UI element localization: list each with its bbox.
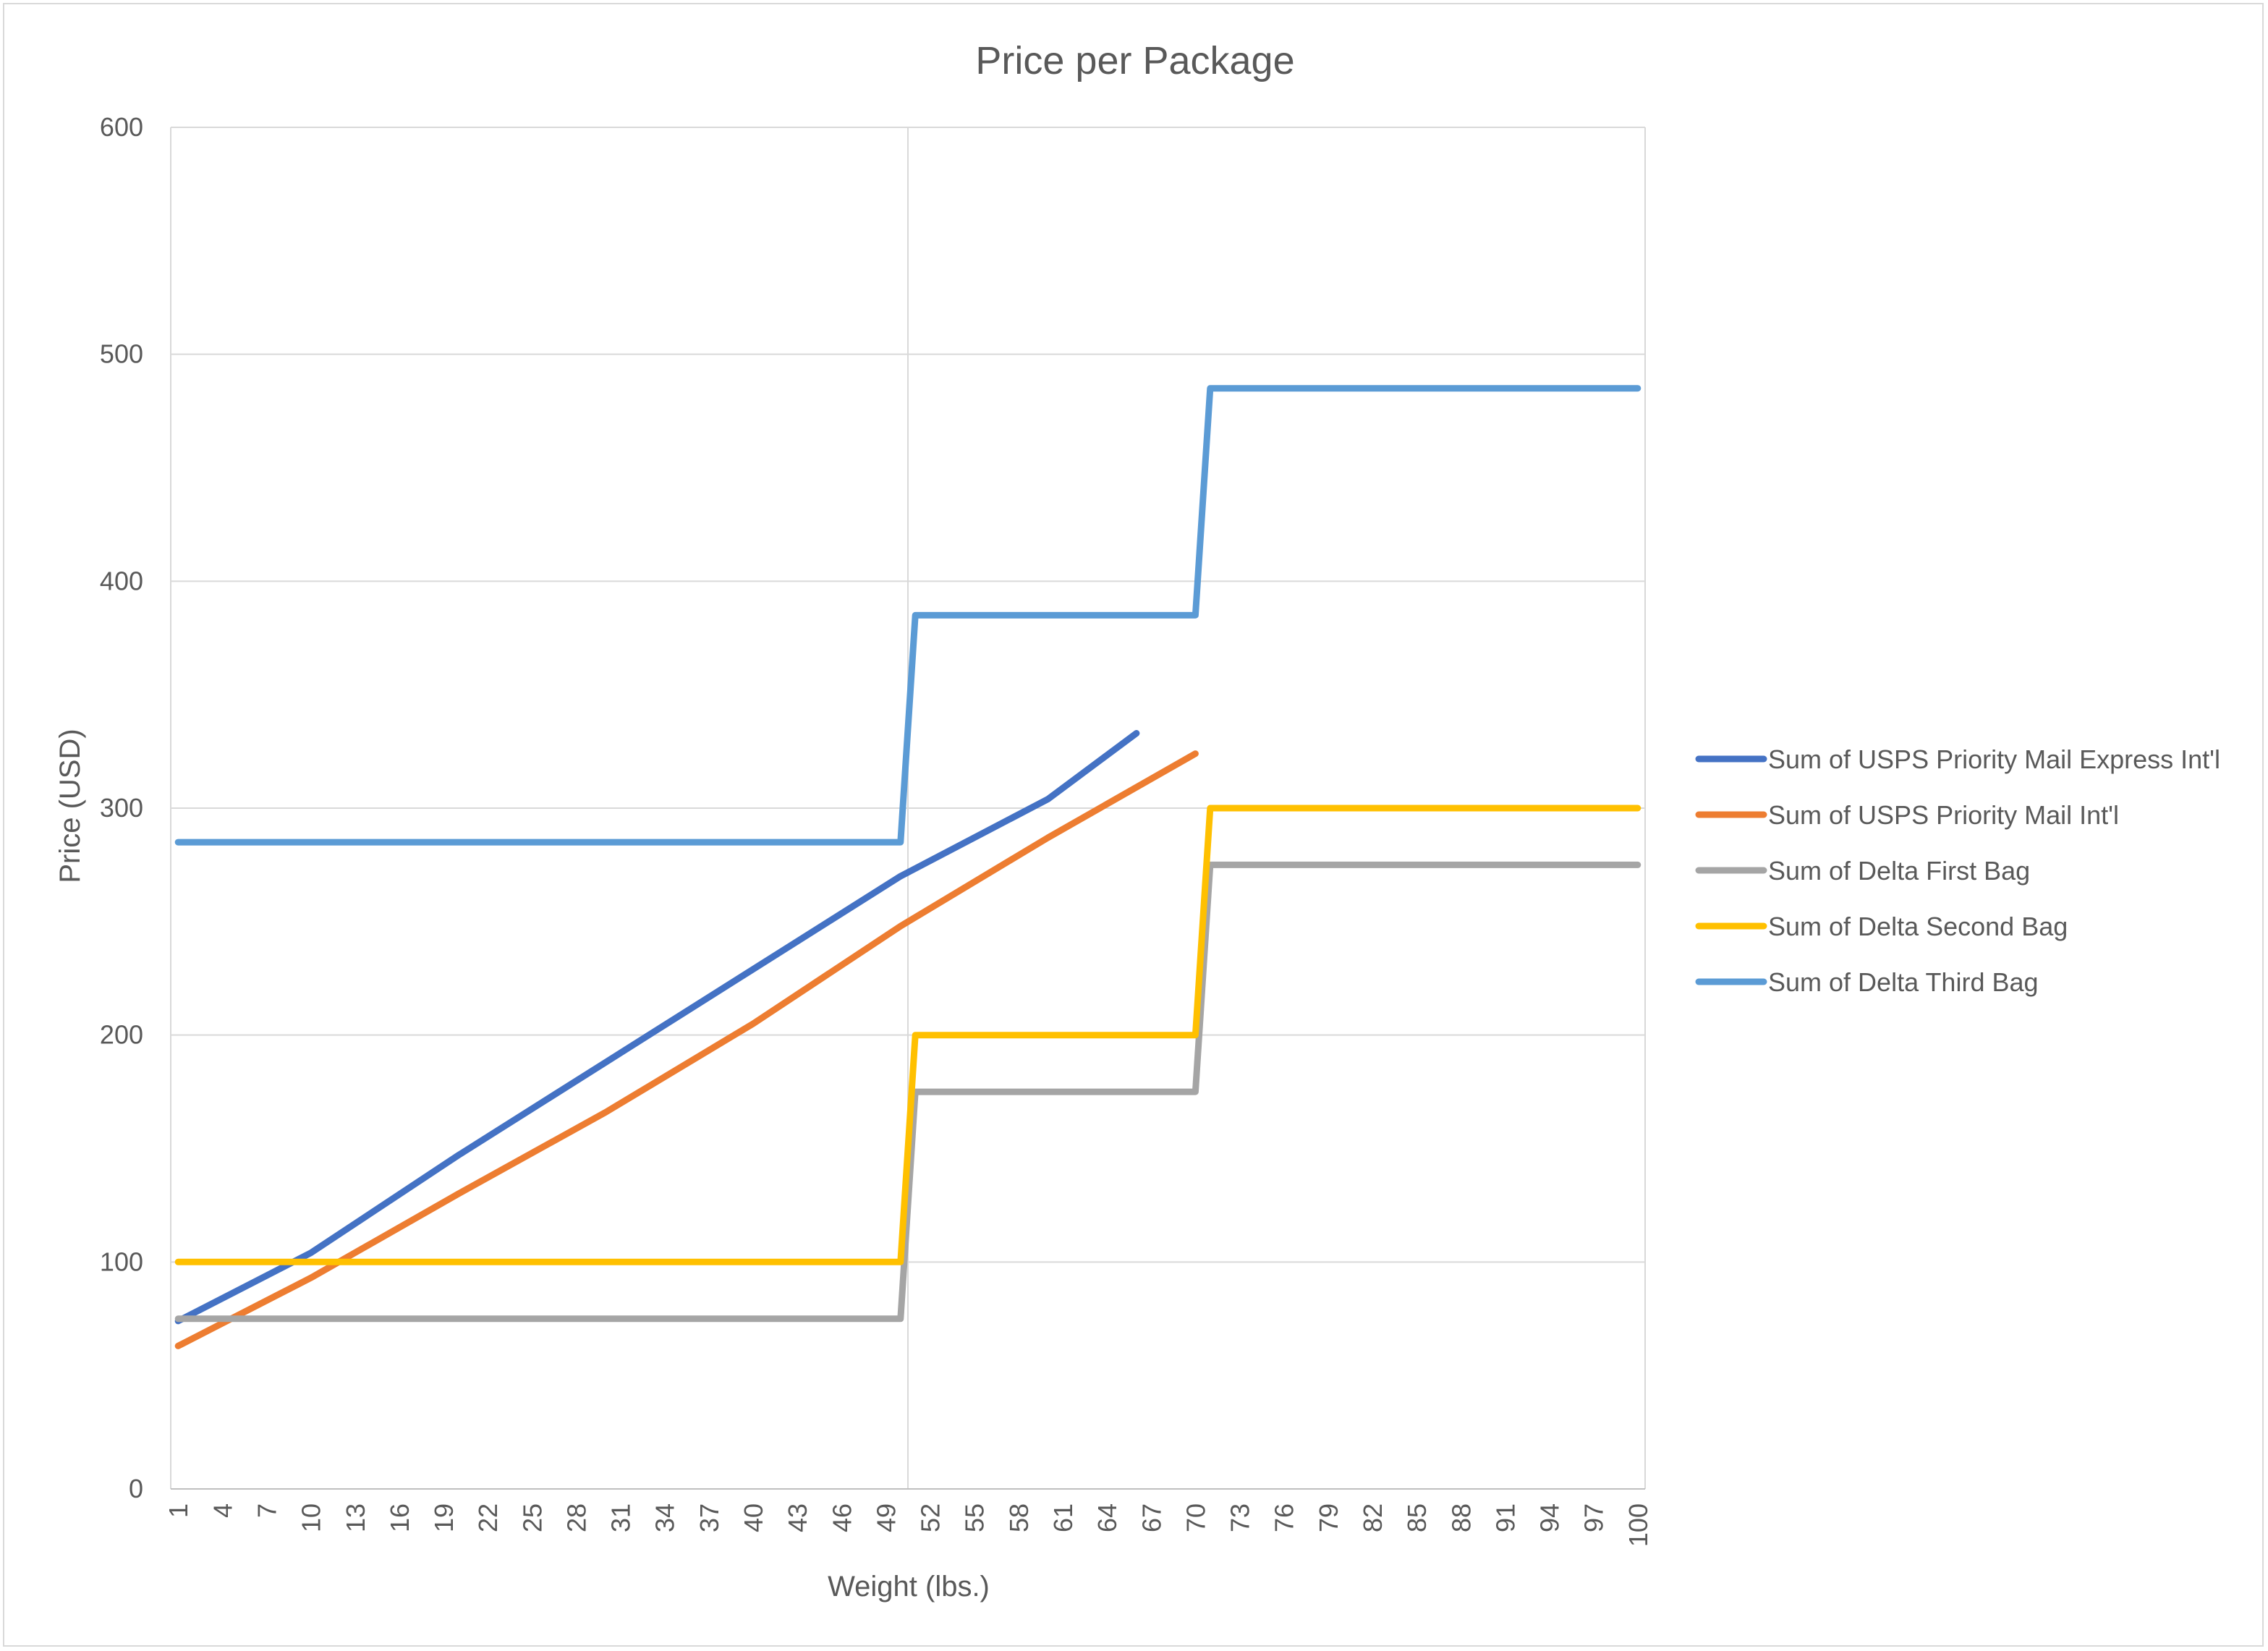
y-tick-label: 500 [100,339,143,369]
series-lines [174,385,1641,1349]
x-tick-label: 46 [827,1503,857,1532]
x-tick-label: 67 [1137,1503,1166,1532]
legend-label: Sum of USPS Priority Mail Int'l [1768,800,2119,830]
x-tick-label: 61 [1048,1503,1078,1532]
x-tick-label: 43 [783,1503,812,1532]
y-tick-label: 600 [100,112,143,142]
chart-title: Price per Package [975,39,1294,82]
x-tick-label: 85 [1402,1503,1432,1532]
x-tick-label: 91 [1490,1503,1520,1532]
x-tick-label: 34 [650,1503,680,1532]
x-tick-label: 55 [960,1503,990,1532]
y-tick-label: 0 [129,1474,143,1503]
series-line-5 [174,385,1641,846]
x-tick-label: 37 [695,1503,724,1532]
x-tick-label: 31 [606,1503,636,1532]
x-tick-label: 16 [385,1503,415,1532]
x-tick-label: 97 [1579,1503,1609,1532]
y-axis-title: Price (USD) [54,729,86,883]
x-tick-label: 28 [561,1503,591,1532]
x-tick-label: 82 [1358,1503,1388,1532]
x-tick-label: 10 [297,1503,326,1532]
x-tick-label: 52 [916,1503,946,1532]
series-line-1 [174,730,1140,1325]
series-line-4 [174,805,1641,1265]
x-axis-title: Weight (lbs.) [828,1571,990,1603]
x-tick-label: 100 [1623,1503,1653,1547]
x-tick-label: 13 [341,1503,370,1532]
x-tick-label: 22 [473,1503,503,1532]
x-tick-label: 19 [429,1503,459,1532]
y-tick-label: 400 [100,566,143,595]
legend-label: Sum of USPS Priority Mail Express Int'l [1768,744,2220,774]
x-tick-label: 25 [517,1503,547,1532]
x-tick-label: 4 [208,1503,237,1518]
x-tick-label: 7 [252,1503,281,1518]
x-axis-tick-labels: 1 4 7 10 13 16 19 22 25 28 31 34 37 40 43 46 49 52 55 58 61 6… [163,1503,1653,1547]
legend-label: Sum of Delta Second Bag [1768,912,2068,941]
y-tick-label: 200 [100,1020,143,1050]
y-tick-label: 300 [100,793,143,823]
y-axis-tick-labels: 0 100 200 300 400 500 600 [100,112,143,1503]
legend: Sum of USPS Priority Mail Express Int'l S… [1695,744,2220,997]
legend-label: Sum of Delta Third Bag [1768,967,2039,997]
x-tick-label: 79 [1314,1503,1343,1532]
x-tick-label: 58 [1004,1503,1034,1532]
x-tick-label: 94 [1535,1503,1565,1532]
legend-label: Sum of Delta First Bag [1768,856,2030,886]
x-tick-label: 49 [871,1503,901,1532]
x-tick-label: 70 [1181,1503,1210,1532]
y-tick-label: 100 [100,1247,143,1276]
x-tick-label: 73 [1226,1503,1255,1532]
x-tick-label: 1 [163,1503,193,1518]
x-tick-label: 88 [1446,1503,1476,1532]
x-tick-label: 76 [1270,1503,1299,1532]
x-tick-label: 40 [739,1503,768,1532]
x-tick-label: 64 [1092,1503,1122,1532]
series-line-3 [174,861,1641,1323]
